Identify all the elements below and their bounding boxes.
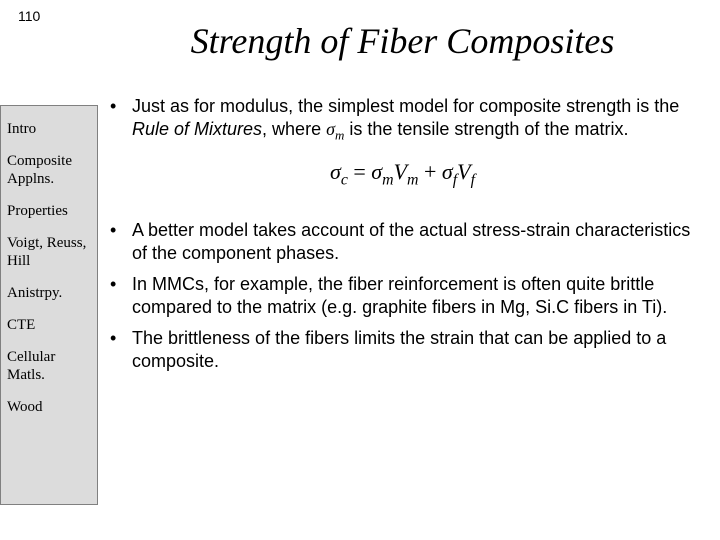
bullet-1: • Just as for modulus, the simplest mode… [110, 95, 695, 144]
bullet-1-part-c: , where [262, 119, 326, 139]
sidebar-item-properties[interactable]: Properties [7, 202, 93, 220]
eq-sigma1: σ [330, 159, 341, 184]
eq-V2: V [457, 159, 470, 184]
sidebar-item-voigt-reuss-hill[interactable]: Voigt, Reuss, Hill [7, 234, 93, 270]
bullet-1-part-a: Just as for modulus, the simplest model … [132, 96, 679, 116]
eq-equals: = [348, 159, 371, 184]
eq-sigma2: σ [371, 159, 382, 184]
sigma-c: σc [330, 159, 348, 184]
sigma-glyph: σ [326, 119, 335, 139]
sidebar-item-anistrpy[interactable]: Anistrpy. [7, 284, 93, 302]
sigma-m-symbol: σm [326, 119, 344, 139]
page-title: Strength of Fiber Composites [105, 20, 700, 62]
sidebar: Intro Composite Applns. Properties Voigt… [0, 105, 98, 505]
eq-V1: V [394, 159, 407, 184]
eq-sigma3: σ [442, 159, 453, 184]
sidebar-item-cte[interactable]: CTE [7, 316, 93, 334]
bullet-3-text: In MMCs, for example, the fiber reinforc… [132, 273, 695, 319]
eq-sub-c: c [341, 172, 348, 189]
v-m: Vm [394, 159, 419, 184]
sidebar-item-cellular-matls[interactable]: Cellular Matls. [7, 348, 93, 384]
eq-vm-sub: m [407, 172, 418, 189]
bullet-4-text: The brittleness of the fibers limits the… [132, 327, 695, 373]
content-area: • Just as for modulus, the simplest mode… [110, 95, 695, 381]
bullet-1-part-d: is the tensile strength of the matrix. [344, 119, 628, 139]
bullet-2: • A better model takes account of the ac… [110, 219, 695, 265]
bullet-4: • The brittleness of the fibers limits t… [110, 327, 695, 373]
bullet-marker: • [110, 273, 132, 319]
bullet-2-text: A better model takes account of the actu… [132, 219, 695, 265]
eq-sub-m: m [382, 172, 393, 189]
sigma-m-sub: m [335, 128, 344, 143]
page-number: 110 [18, 8, 40, 24]
bullet-1-part-b: Rule of Mixtures [132, 119, 262, 139]
bullet-marker: • [110, 95, 132, 144]
sidebar-item-wood[interactable]: Wood [7, 398, 93, 416]
equation-rule-of-mixtures: σc = σmVm + σfVf [110, 158, 695, 191]
v-f: Vf [457, 159, 475, 184]
bullet-1-text: Just as for modulus, the simplest model … [132, 95, 695, 144]
sidebar-item-composite-applns[interactable]: Composite Applns. [7, 152, 93, 188]
sidebar-item-intro[interactable]: Intro [7, 120, 93, 138]
bullet-marker: • [110, 219, 132, 265]
bullet-marker: • [110, 327, 132, 373]
sigma-m: σm [371, 159, 393, 184]
sigma-f: σf [442, 159, 457, 184]
eq-plus: + [418, 159, 441, 184]
bullet-3: • In MMCs, for example, the fiber reinfo… [110, 273, 695, 319]
eq-vf-sub: f [471, 172, 475, 189]
